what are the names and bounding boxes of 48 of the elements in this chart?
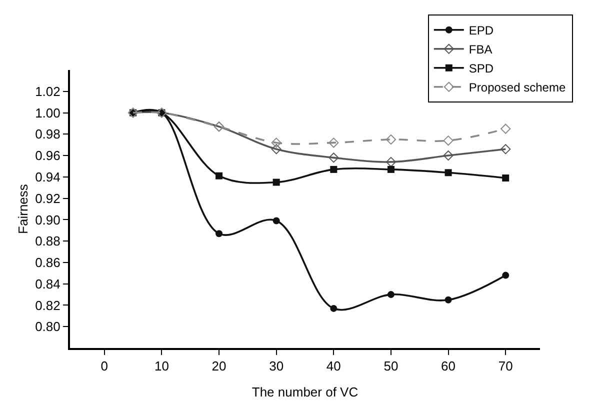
point bbox=[216, 172, 223, 180]
point bbox=[500, 144, 511, 154]
x-tick-label: 10 bbox=[154, 358, 169, 374]
legend-label: SPD bbox=[468, 62, 494, 76]
point bbox=[387, 291, 394, 298]
x-axis-title: The number of VC bbox=[252, 384, 358, 400]
y-tick-label: 0.84 bbox=[35, 276, 60, 292]
x-tick-label: 50 bbox=[384, 358, 398, 374]
point bbox=[443, 150, 454, 161]
point bbox=[500, 124, 511, 134]
point bbox=[386, 156, 396, 167]
y-tick-label: 0.96 bbox=[35, 148, 60, 164]
point bbox=[272, 217, 280, 224]
point bbox=[271, 138, 282, 148]
x-tick-label: 40 bbox=[326, 358, 341, 374]
point bbox=[443, 136, 454, 146]
legend-label: EPD bbox=[468, 24, 494, 38]
legend-label: Proposed scheme bbox=[468, 80, 566, 95]
y-tick-label: 0.82 bbox=[35, 298, 60, 313]
y-tick-label: 1.00 bbox=[35, 105, 60, 120]
point bbox=[444, 169, 452, 176]
x-tick-label: 60 bbox=[441, 358, 456, 374]
y-tick-label: 0.80 bbox=[35, 319, 60, 334]
point bbox=[387, 166, 394, 173]
point bbox=[271, 144, 282, 154]
point bbox=[502, 272, 510, 279]
x-tick-label: 0 bbox=[100, 358, 108, 374]
point bbox=[502, 174, 510, 182]
legend-label: FBA bbox=[468, 42, 492, 57]
y-tick-label: 0.98 bbox=[35, 126, 60, 142]
x-tick-label: 30 bbox=[269, 358, 284, 374]
point bbox=[444, 296, 452, 304]
point bbox=[330, 166, 338, 173]
y-tick-label: 0.92 bbox=[35, 190, 60, 206]
y-tick-label: 1.02 bbox=[35, 84, 60, 99]
y-tick-label: 0.86 bbox=[35, 255, 60, 270]
point bbox=[330, 304, 338, 312]
x-tick-label: 20 bbox=[212, 358, 226, 374]
point bbox=[328, 138, 339, 148]
y-tick-label: 0.88 bbox=[35, 234, 60, 249]
y-axis-title: Fairness bbox=[16, 184, 31, 234]
y-tick-label: 0.90 bbox=[35, 212, 60, 228]
point bbox=[386, 134, 396, 145]
point bbox=[328, 152, 339, 163]
point bbox=[216, 230, 223, 238]
point bbox=[272, 178, 280, 186]
x-tick-label: 70 bbox=[498, 358, 513, 374]
y-tick-label: 0.94 bbox=[35, 169, 60, 184]
